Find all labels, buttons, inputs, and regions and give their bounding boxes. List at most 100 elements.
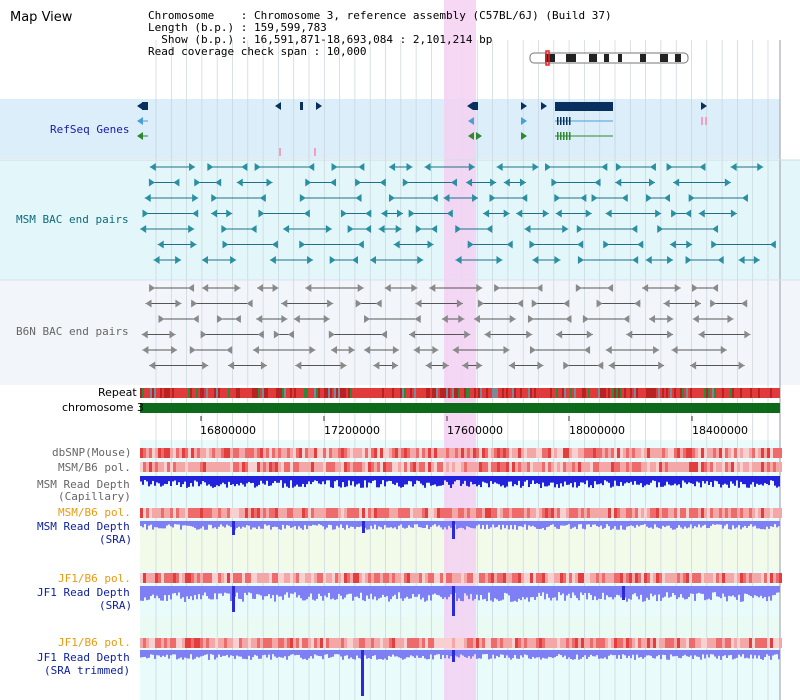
jf1-b6-pol-heat (140, 573, 143, 583)
msm-depth-sra-bar (470, 521, 472, 528)
msm-bac-pair-end (250, 225, 257, 233)
msm-depth-sra-bar (188, 521, 190, 526)
repeat-segment (730, 388, 732, 398)
repeat-segment (618, 388, 620, 398)
jf1-depth-trim-bar (748, 650, 750, 659)
track-label-refseq[interactable]: RefSeq Genes (50, 123, 130, 136)
track-label-b6n-bac[interactable]: B6N BAC end pairs (16, 325, 129, 338)
gene-arrow (275, 102, 281, 110)
msm-b6-pol-heat (422, 462, 425, 472)
track-label-jf1-depth-trim[interactable]: JF1 Read Depth (37, 651, 130, 664)
jf1-depth-sra-bar (562, 586, 564, 594)
track-label-dbsnp[interactable]: dbSNP(Mouse) (52, 446, 132, 459)
jf1-b6-pol-heat (659, 573, 662, 583)
jf1-b6-pol-heat (167, 573, 170, 583)
msm-b6-pol-heat (485, 508, 488, 518)
track-label-msm-bac[interactable]: MSM BAC end pairs (16, 213, 129, 226)
jf1-b6-pol-heat (224, 638, 227, 648)
msm-depth-cap-bar (514, 476, 516, 485)
dbsnp-heat (275, 448, 278, 458)
msm-depth-sra-bar (402, 521, 404, 528)
msm-depth-sra-bar (340, 521, 342, 525)
jf1-b6-pol-heat (623, 638, 626, 648)
msm-depth-sra-bar (250, 521, 252, 530)
track-label-jf1-depth-sra[interactable]: JF1 Read Depth (37, 586, 130, 599)
dbsnp-heat (140, 448, 143, 458)
repeat-segment (674, 388, 676, 398)
jf1-depth-trim-bar (208, 650, 210, 660)
msm-b6-pol-heat (404, 508, 407, 518)
repeat-segment (330, 388, 332, 398)
msm-bac-pair-end (355, 194, 362, 202)
msm-depth-sra-bar (268, 521, 270, 526)
msm-depth-sra-bar (312, 521, 314, 525)
msm-b6-pol-heat (638, 508, 641, 518)
jf1-depth-trim-bar (224, 650, 226, 656)
jf1-depth-trim-bar (586, 650, 588, 660)
jf1-b6-pol-heat (161, 638, 164, 648)
jf1-depth-trim-bar (694, 650, 696, 656)
msm-depth-sra-bar (226, 521, 228, 525)
b6n-bac-pair-end (149, 284, 156, 292)
jf1-depth-trim-bar (570, 650, 572, 659)
b6n-bac-pair-end (226, 346, 233, 354)
msm-b6-pol-heat (605, 508, 608, 518)
msm-b6-pol-heat (212, 508, 215, 518)
repeat-segment (540, 388, 542, 398)
jf1-depth-trim-bar (584, 650, 586, 656)
jf1-b6-pol-heat (257, 638, 260, 648)
jf1-depth-sra-bar (300, 586, 302, 599)
track-label-msm-depth-sra[interactable]: MSM Read Depth (37, 520, 130, 533)
jf1-b6-pol-heat (698, 573, 701, 583)
jf1-b6-pol-heat (368, 573, 371, 583)
jf1-b6-pol-heat (743, 638, 746, 648)
jf1-depth-trim-bar (218, 650, 220, 655)
track-label-chromosome[interactable]: chromosome 3 (62, 401, 144, 414)
msm-b6-pol-heat (548, 462, 551, 472)
gene-exon (569, 117, 571, 125)
msm-b6-pol-heat (758, 508, 761, 518)
track-label-msm-b6-pol[interactable]: MSM/B6 pol. (58, 461, 131, 474)
b6n-bac-pair-end (508, 361, 515, 370)
b6n-bac-pair-end (536, 284, 543, 292)
msm-b6-pol-heat (305, 508, 308, 518)
repeat-segment (230, 388, 232, 398)
repeat-segment (432, 388, 434, 398)
jf1-b6-pol-heat (233, 573, 236, 583)
msm-depth-sra-bar (760, 521, 762, 530)
jf1-b6-pol-heat (329, 638, 332, 648)
jf1-b6-pol-heat (443, 638, 446, 648)
repeat-segment (648, 388, 650, 398)
msm-b6-pol-heat (656, 508, 659, 518)
msm-depth-cap-bar (350, 476, 352, 486)
dbsnp-heat (467, 448, 470, 458)
jf1-b6-pol-heat (404, 573, 407, 583)
msm-depth-cap-bar (542, 476, 544, 483)
msm-bac-pair-end (269, 256, 276, 264)
b6n-bac-pair-end (415, 299, 422, 308)
jf1-depth-sra-bar (576, 586, 578, 599)
jf1-b6-pol-heat (734, 638, 737, 648)
dbsnp-heat (494, 448, 497, 458)
jf1-b6-pol-heat (470, 638, 473, 648)
track-label-repeat[interactable]: Repeat (98, 386, 137, 399)
msm-depth-cap-bar (590, 476, 592, 486)
track-label-jf1-b6-pol[interactable]: JF1/B6 pol. (58, 572, 131, 585)
jf1-b6-pol-heat (260, 638, 263, 648)
repeat-segment (682, 388, 684, 398)
track-label-msm-b6-pol-2[interactable]: MSM/B6 pol. (58, 506, 131, 519)
track-label-msm-depth-cap[interactable]: MSM Read Depth (37, 478, 130, 491)
repeat-segment (384, 388, 386, 398)
jf1-depth-trim-bar (562, 650, 564, 658)
msm-depth-cap-bar (160, 476, 162, 487)
msm-depth-sra-bar (764, 521, 766, 530)
track-label-jf1-b6-pol-2[interactable]: JF1/B6 pol. (58, 636, 131, 649)
msm-depth-sra-bar (614, 521, 616, 527)
jf1-depth-trim-bar (680, 650, 682, 659)
jf1-b6-pol-heat (422, 573, 425, 583)
msm-b6-pol-heat (167, 508, 170, 518)
dbsnp-heat (146, 448, 149, 458)
jf1-b6-pol-heat (149, 573, 152, 583)
jf1-depth-trim-bar (628, 650, 630, 656)
